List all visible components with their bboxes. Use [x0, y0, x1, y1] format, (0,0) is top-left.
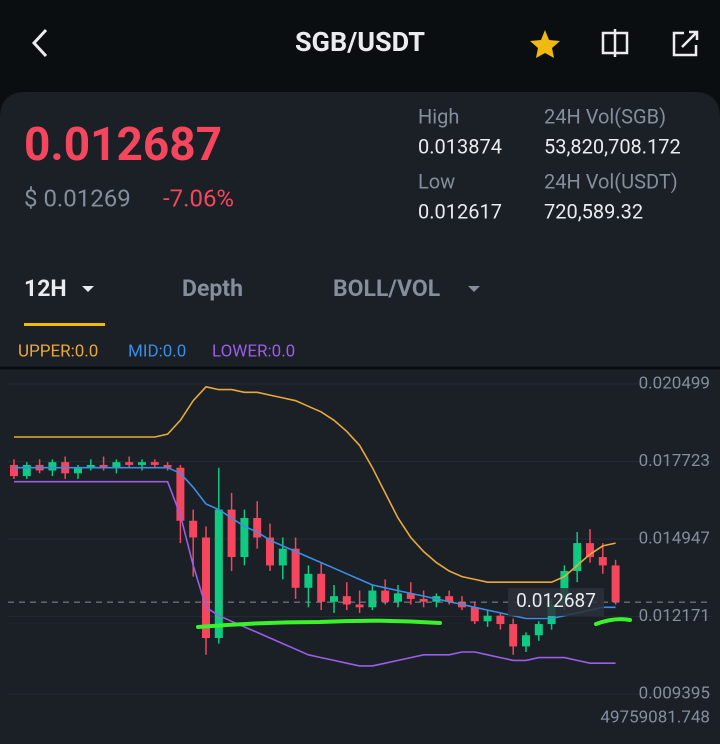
candle-body: [266, 537, 274, 566]
compare-icon[interactable]: [601, 29, 629, 57]
share-icon[interactable]: [672, 30, 699, 57]
band-line: [14, 385, 616, 583]
stat-value: 0.013874: [418, 134, 502, 158]
candle-body: [278, 548, 287, 566]
candle-body: [99, 464, 108, 468]
legend-entry: LOWER:0.0: [212, 341, 295, 361]
candle-body: [560, 571, 569, 605]
candle-body: [394, 593, 402, 602]
volume-axis-label: 49759081.748: [600, 707, 710, 727]
last-price: 0.012687: [24, 118, 222, 172]
candle-body: [189, 520, 198, 538]
tab-underline: [24, 323, 105, 326]
current-price-tag: [508, 588, 604, 617]
candle-body: [368, 590, 377, 608]
stat-value: 53,820,708.172: [544, 134, 681, 158]
candle-body: [317, 573, 326, 602]
candle-body: [112, 462, 121, 468]
pair-title: SGB/USDT: [295, 26, 425, 58]
candle-body: [176, 467, 185, 521]
candle-body: [125, 462, 134, 465]
candle-body: [214, 509, 223, 639]
candle-body: [86, 464, 95, 468]
candle-body: [522, 635, 530, 647]
fiat-price: $ 0.01269: [24, 184, 131, 212]
favorite-star[interactable]: [530, 30, 560, 58]
candle-body: [150, 462, 159, 465]
candle-body: [534, 624, 543, 636]
current-price-label: 0.012687: [516, 589, 596, 612]
candle-body: [253, 517, 262, 538]
stat-label: Low: [418, 169, 455, 193]
candle-body: [483, 615, 492, 622]
candle-body: [355, 604, 364, 608]
dropdown-caret: [82, 286, 94, 292]
annotation-stroke: [196, 617, 632, 629]
candle-body: [419, 598, 428, 602]
back-button[interactable]: [31, 28, 48, 58]
tab-interval[interactable]: 12H: [24, 275, 67, 302]
stat-label: 24H Vol(SGB): [544, 104, 666, 128]
candle-body: [138, 462, 146, 465]
tab-depth[interactable]: Depth: [182, 275, 243, 302]
candle-body: [509, 624, 518, 647]
stat-label: 24H Vol(USDT): [544, 169, 678, 193]
candle-body: [330, 596, 338, 602]
candle-body: [470, 607, 479, 622]
candle-body: [240, 517, 249, 558]
candle-body: [586, 543, 594, 558]
y-tick-label: 0.017723: [639, 451, 710, 471]
band-line: [14, 466, 616, 620]
plot: 0.020499 0.017723 0.014947 0.012171 0.009395…: [8, 373, 712, 703]
y-tick-label: 0.009395: [639, 683, 710, 703]
candle-body: [445, 596, 454, 602]
band-line: [14, 480, 616, 667]
candle-body: [496, 615, 505, 625]
candle-body: [74, 467, 82, 474]
dropdown-caret: [468, 286, 480, 292]
candle-body: [227, 509, 236, 558]
candle-body: [22, 464, 31, 477]
y-tick-label: 0.012171: [639, 606, 710, 626]
candle-body: [573, 543, 582, 572]
candle-body: [163, 464, 172, 468]
tab-indicator[interactable]: BOLL/VOL: [333, 275, 440, 302]
candle-body: [598, 557, 607, 566]
candle-body: [381, 590, 390, 602]
stat-label: High: [418, 104, 459, 128]
candle-body: [342, 596, 351, 605]
candle-body: [10, 464, 18, 477]
candle-body: [611, 565, 620, 603]
legend-entry: MID:0.0: [128, 341, 186, 361]
price-change: -7.06%: [163, 184, 234, 212]
candle-body: [304, 573, 313, 588]
stat-value: 0.012617: [418, 199, 502, 223]
candle-body: [406, 593, 415, 599]
candle-body: [48, 462, 57, 471]
candle-body: [291, 548, 300, 588]
legend-entry: UPPER:0.0: [18, 341, 98, 361]
y-tick-label: 0.020499: [639, 373, 710, 393]
candle-body: [202, 537, 210, 639]
y-tick-label: 0.014947: [639, 528, 710, 548]
stat-value: 720,589.32: [544, 199, 643, 223]
panel: [0, 92, 720, 744]
